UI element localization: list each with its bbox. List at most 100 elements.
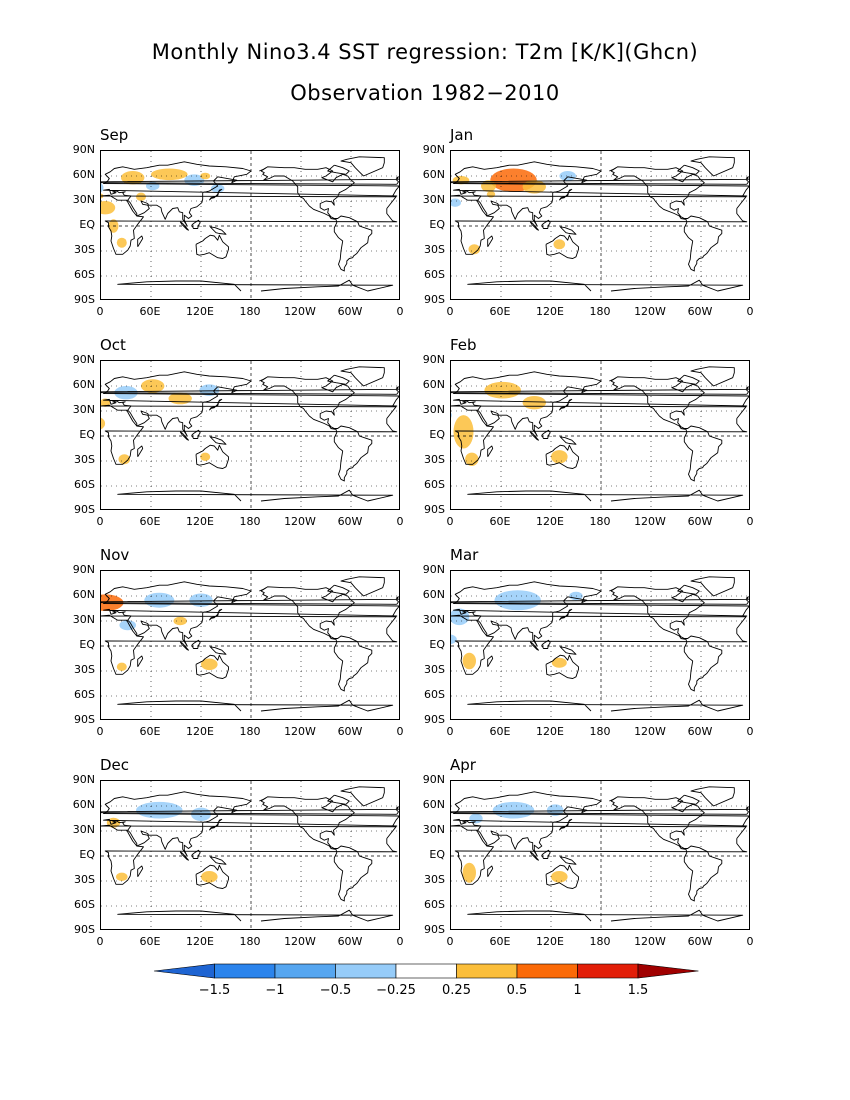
coastline bbox=[529, 221, 539, 231]
longitude-tick-label: 0 bbox=[446, 515, 454, 528]
coastline bbox=[487, 865, 494, 878]
latitude-tick-label: 30S bbox=[74, 663, 95, 676]
warm-anomaly-region bbox=[118, 454, 131, 465]
warm-anomaly-region bbox=[173, 616, 187, 626]
colorbar-tick-label: −1.5 bbox=[198, 983, 231, 998]
coastline bbox=[558, 398, 573, 411]
coastlines bbox=[101, 576, 399, 712]
coastline bbox=[103, 371, 399, 436]
coastline bbox=[453, 161, 749, 226]
gridlines bbox=[101, 151, 399, 299]
longitude-tick-label: 120W bbox=[284, 305, 316, 318]
colorbar-tick-label: 0.5 bbox=[506, 983, 528, 998]
coastline bbox=[559, 436, 577, 445]
longitude-tick-label: 180 bbox=[239, 935, 261, 948]
coastline bbox=[259, 167, 267, 172]
coastline bbox=[467, 699, 744, 712]
latitude-tick-label: 30S bbox=[424, 663, 445, 676]
coastline bbox=[191, 219, 201, 229]
latitude-tick-label: 90N bbox=[422, 563, 445, 576]
coastline bbox=[101, 176, 399, 185]
longitude-tick-label: 60E bbox=[139, 935, 161, 948]
coastline bbox=[677, 374, 700, 385]
longitude-tick-label: 0 bbox=[396, 305, 404, 318]
latitude-tick-label: 60N bbox=[72, 168, 95, 181]
warm-anomaly-region bbox=[101, 201, 116, 215]
longitude-tick-label: 60E bbox=[489, 935, 511, 948]
latitude-tick-label: 90S bbox=[74, 713, 95, 726]
map-frame bbox=[100, 150, 400, 300]
coastline bbox=[451, 404, 748, 465]
cold-anomaly-region bbox=[494, 590, 541, 611]
latitude-tick-label: 90S bbox=[424, 923, 445, 936]
coastline bbox=[179, 641, 189, 651]
anomaly-field bbox=[101, 592, 218, 671]
coastline bbox=[260, 586, 355, 640]
longitude-tick-label: 120E bbox=[536, 515, 564, 528]
coastline bbox=[137, 865, 144, 878]
coastline bbox=[541, 429, 551, 439]
coastline bbox=[195, 444, 229, 469]
warm-anomaly-region bbox=[486, 191, 496, 198]
panel-month-label: Feb bbox=[450, 336, 477, 354]
latitude-tick-label: 30N bbox=[422, 403, 445, 416]
latitude-tick-label: 90S bbox=[424, 503, 445, 516]
latitude-tick-label: 90N bbox=[72, 353, 95, 366]
coastline bbox=[559, 646, 577, 655]
warm-anomaly-region bbox=[136, 192, 146, 201]
coastline bbox=[101, 614, 398, 675]
map-panel: Mar 90N 60N 30N EQ 30S 60S 90S 0 60E 120E 180 120W 60… bbox=[423, 546, 754, 738]
map-panel: Apr 90N 60N 30N EQ 30S 60S 90S 0 60E 120E 180 120W 60… bbox=[423, 756, 754, 948]
longitude-tick-label: 120W bbox=[284, 935, 316, 948]
figure-title: Monthly Nino3.4 SST regression: T2m [K/K… bbox=[151, 40, 699, 64]
warm-anomaly-region bbox=[522, 396, 546, 410]
longitude-tick-label: 120E bbox=[536, 935, 564, 948]
coastline bbox=[529, 641, 539, 651]
longitude-tick-label: 0 bbox=[446, 305, 454, 318]
map-panel: Nov 90N 60N 30N EQ 30S 60S 90S 0 60E 120E 180 120W 60… bbox=[73, 546, 404, 738]
warm-anomaly-region bbox=[200, 452, 211, 461]
longitude-tick-label: 0 bbox=[96, 305, 104, 318]
coastline bbox=[340, 366, 385, 387]
coastline bbox=[209, 226, 227, 235]
coastline bbox=[191, 849, 201, 859]
longitude-tick-label: 60E bbox=[489, 725, 511, 738]
warm-anomaly-region bbox=[200, 172, 211, 180]
coastline bbox=[487, 235, 494, 248]
coastline bbox=[451, 824, 748, 885]
coastline bbox=[610, 586, 705, 640]
coastline bbox=[610, 376, 705, 430]
coastline bbox=[677, 794, 700, 805]
latitude-tick-label: 90N bbox=[422, 143, 445, 156]
coastline bbox=[208, 818, 223, 831]
longitude-tick-label: 60W bbox=[337, 725, 363, 738]
longitude-tick-label: 180 bbox=[589, 935, 611, 948]
coastlines bbox=[101, 156, 399, 292]
coastline bbox=[209, 646, 227, 655]
latitude-tick-label: 90N bbox=[422, 353, 445, 366]
latitude-tick-label: EQ bbox=[79, 848, 95, 861]
warm-anomaly-region bbox=[101, 417, 106, 430]
coastline bbox=[101, 596, 399, 605]
panel-month-label: Oct bbox=[100, 336, 126, 354]
longitude-tick-label: 120W bbox=[634, 725, 666, 738]
map-frame bbox=[450, 360, 750, 510]
latitude-tick-label: EQ bbox=[429, 638, 445, 651]
coastline bbox=[259, 797, 267, 802]
coastline bbox=[179, 431, 189, 441]
longitude-tick-label: 0 bbox=[746, 515, 754, 528]
coastline bbox=[610, 166, 705, 220]
longitude-tick-label: 0 bbox=[446, 935, 454, 948]
coastline bbox=[327, 164, 350, 175]
latitude-tick-label: 30S bbox=[424, 873, 445, 886]
coastline bbox=[467, 279, 744, 292]
coastline bbox=[208, 188, 223, 201]
latitude-tick-label: 90S bbox=[424, 293, 445, 306]
coastline bbox=[137, 445, 144, 458]
warm-anomaly-region bbox=[116, 662, 127, 671]
colorbar-tick-label: −0.25 bbox=[376, 983, 416, 998]
coastline bbox=[683, 635, 723, 692]
latitude-tick-label: 90N bbox=[72, 143, 95, 156]
coastline bbox=[690, 786, 735, 807]
coastline bbox=[195, 654, 229, 679]
